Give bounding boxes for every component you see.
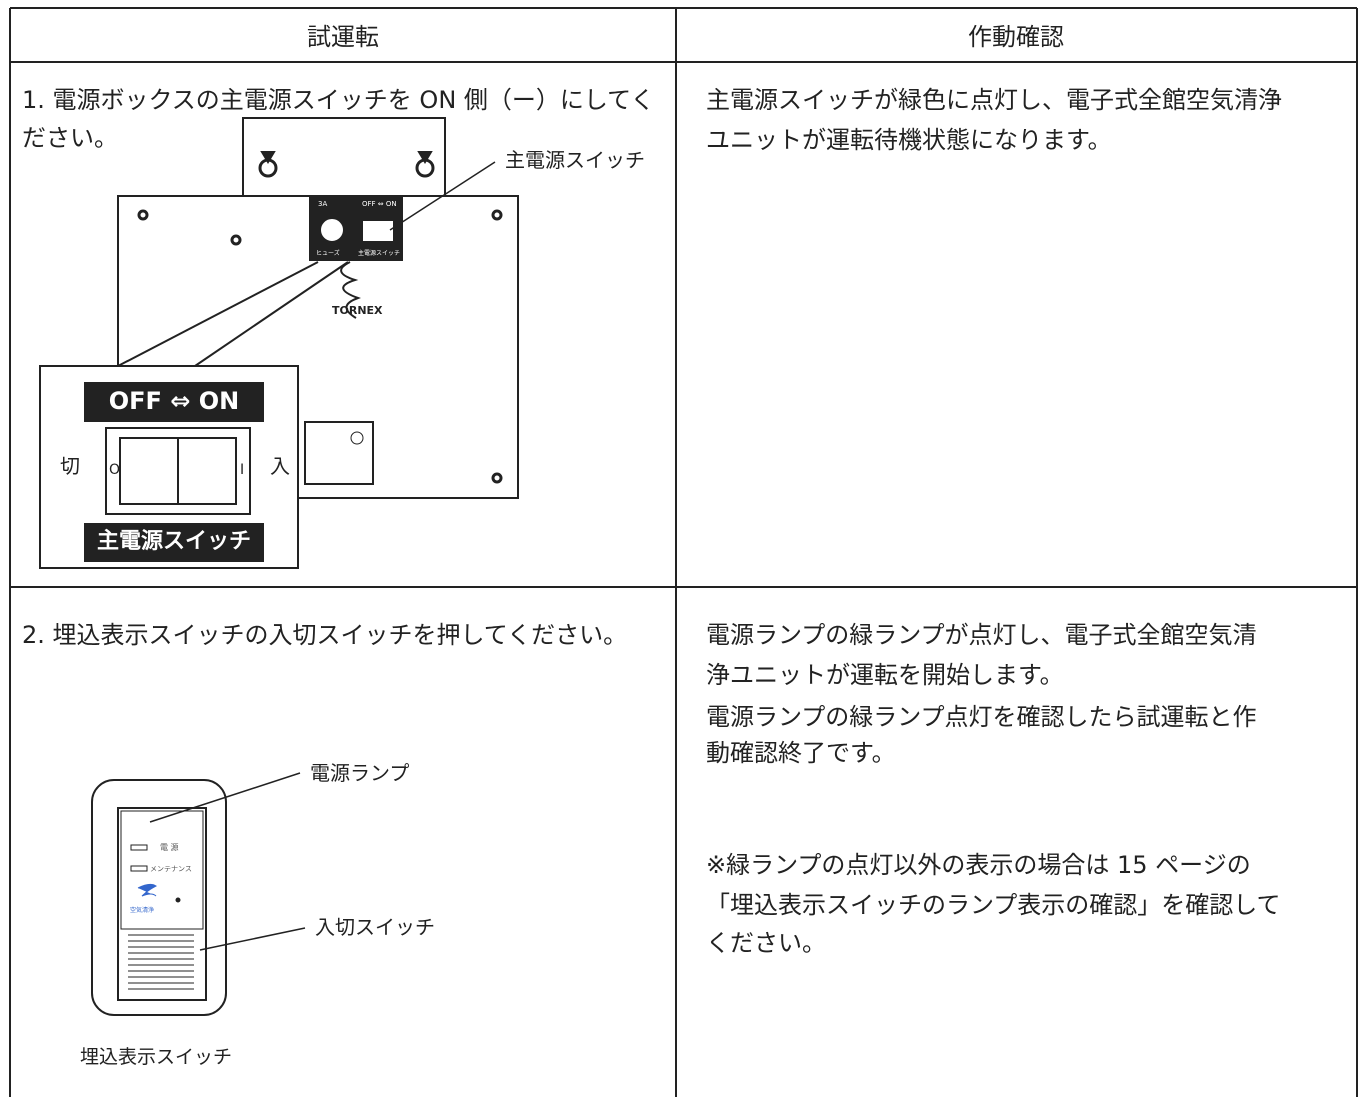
header-cell: 作動確認 [968,23,1064,51]
check-text: 電源ランプの緑ランプが点灯し、電子式全館空気清 [706,621,1257,649]
fuse-label: ヒューズ [316,250,340,257]
switch-heading: OFF ⇔ ON [108,387,240,415]
maintenance-label: メンテナンス [150,865,192,873]
step-text: 2. 埋込表示スイッチの入切スイッチを押してください。 [22,621,628,649]
switch-label: 主電源スイッチ [96,529,251,554]
lamp-label: 電源ランプ [310,761,410,785]
on-symbol: I [240,462,245,478]
display-switch [91,772,306,1016]
panel-switch-label: 主電源スイッチ [358,250,401,257]
power-label: 電 源 [160,843,179,852]
note-text: ※緑ランプの点灯以外の表示の場合は 15 ページの [706,851,1251,879]
brand: TORNEX [332,304,383,317]
check-text: 浄ユニットが運転を開始します。 [706,661,1064,689]
fuse-rating: 3A [318,200,328,208]
power-box [39,117,519,569]
logo-label: 空気清浄 [130,907,155,914]
step-text: ださい。 [22,124,118,152]
table-grid [9,7,1358,1097]
check-text: 主電源スイッチが緑色に点灯し、電子式全館空気清浄 [706,86,1282,114]
note-text: ください。 [706,929,826,957]
check-text: 動確認終了です。 [706,739,896,767]
callout-label: 主電源スイッチ [505,148,645,172]
panel-heading: OFF ⇔ ON [362,200,397,208]
button-label: 入切スイッチ [315,915,435,939]
check-text: 電源ランプの緑ランプ点灯を確認したら試運転と作 [706,703,1257,731]
on-label: 入 [270,454,290,478]
caption: 埋込表示スイッチ [80,1046,233,1068]
header-cell: 試運転 [307,23,379,51]
note-text: 「埋込表示スイッチのランプ表示の確認」を確認して [706,891,1281,919]
check-text: ユニットが運転待機状態になります。 [706,126,1112,154]
off-label: 切 [60,454,80,478]
off-symbol: O [109,462,121,478]
step-text: 1. 電源ボックスの主電源スイッチを ON 側（ー）にしてく [22,86,655,114]
